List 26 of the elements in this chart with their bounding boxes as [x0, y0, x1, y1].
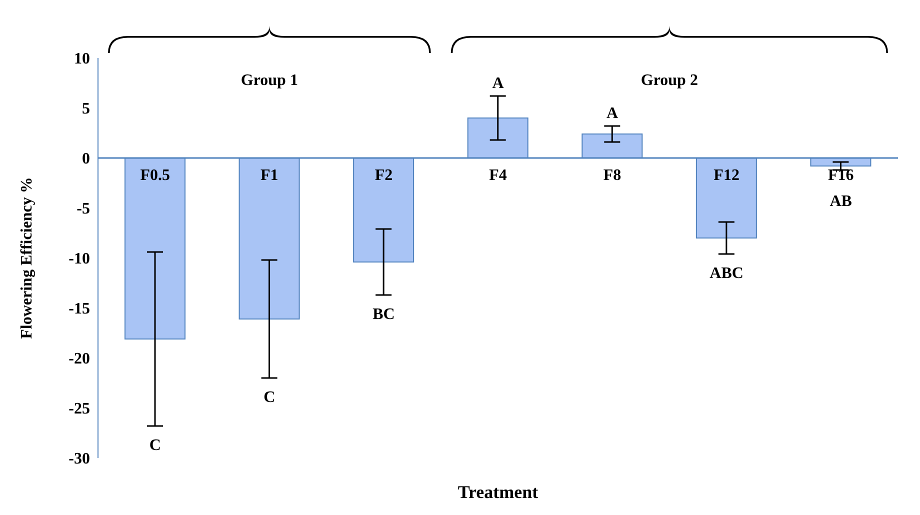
- annotation: Group 2: [640, 72, 698, 89]
- x-tick-label: F8: [603, 167, 622, 184]
- x-tick-label: F1: [260, 167, 278, 184]
- x-tick-label: F12: [714, 167, 740, 184]
- annotation: A: [606, 105, 619, 122]
- y-tick-label: -30: [68, 450, 90, 468]
- x-tick-label: F2: [374, 167, 393, 184]
- annotation: BC: [372, 306, 395, 323]
- annotation: Group 1: [240, 72, 298, 89]
- x-axis-title: Treatment: [458, 482, 538, 502]
- y-tick-label: -20: [68, 350, 90, 368]
- y-tick-label: 5: [82, 100, 90, 118]
- y-tick-label: -25: [68, 400, 90, 418]
- annotation: A: [492, 75, 504, 92]
- annotation: C: [149, 437, 161, 454]
- y-tick-label: -10: [68, 250, 90, 268]
- x-tick-label: F4: [489, 167, 507, 184]
- y-tick-label: 10: [74, 50, 90, 68]
- y-tick-label: -5: [76, 200, 90, 218]
- annotation: AB: [830, 193, 852, 210]
- y-axis-title: Flowering Efficiency %: [18, 177, 36, 339]
- annotation: C: [264, 389, 276, 406]
- y-tick-label: -15: [68, 300, 90, 318]
- x-tick-label: F0.5: [140, 167, 170, 184]
- y-tick-label: 0: [82, 150, 90, 168]
- annotation: ABC: [710, 265, 744, 282]
